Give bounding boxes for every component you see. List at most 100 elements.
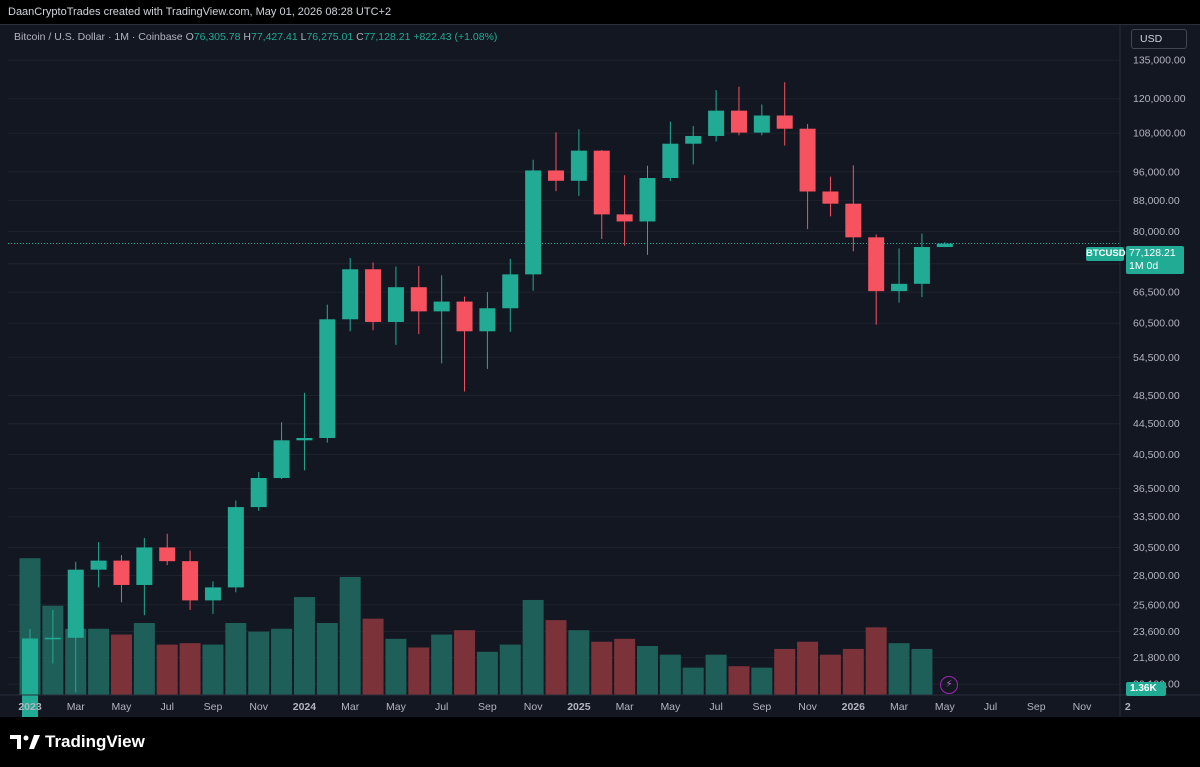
volume-bar (636, 646, 658, 695)
price-tick-label: 48,500.00 (1133, 390, 1180, 402)
volume-bar (408, 647, 430, 695)
chart-credit-banner: DaanCryptoTrades created with TradingVie… (8, 6, 392, 18)
volume-bar (568, 630, 590, 695)
volume-value-tag: 1.36K (1126, 682, 1166, 696)
currency-button[interactable]: USD (1131, 29, 1187, 49)
candle-body (593, 150, 610, 215)
price-tick-label: 25,600.00 (1133, 599, 1180, 611)
candle-body (502, 274, 519, 309)
volume-bar (614, 638, 636, 695)
candle-body (227, 507, 244, 588)
candle-body (639, 178, 656, 222)
candle-body (342, 269, 359, 320)
volume-bar (362, 618, 384, 695)
volume-bar (522, 599, 544, 695)
candle-body (570, 150, 587, 181)
axes: 135,000.00 120,000.00 108,000.00 96,000.00 8… (0, 25, 1200, 718)
volume-bar (819, 654, 841, 695)
price-tick-label: 54,500.00 (1133, 352, 1180, 364)
price-tick-label: 44,500.00 (1133, 418, 1180, 430)
volume-bar (865, 627, 887, 695)
candle-body (365, 269, 382, 322)
time-tick-label: Jul (435, 701, 448, 713)
close-value: 77,128.21 (363, 31, 411, 43)
price-tick-label: 96,000.00 (1133, 166, 1180, 178)
candle-body (662, 143, 679, 179)
time-tick-label: Sep (752, 701, 771, 713)
volume-bar (179, 643, 201, 695)
price-tick-label: 30,500.00 (1133, 542, 1180, 554)
price-tick-label: 36,500.00 (1133, 483, 1180, 495)
volume-bar (316, 623, 338, 695)
candle-body (845, 203, 862, 238)
candle-body (936, 243, 953, 248)
low-label: L (300, 31, 307, 43)
time-tick-label: Mar (616, 701, 635, 713)
price-tick-label: 108,000.00 (1133, 128, 1186, 140)
candle-body (273, 440, 290, 479)
candlestick-chart[interactable]: 135,000.00 120,000.00 108,000.00 96,000.00 8… (0, 25, 1200, 718)
change-value: +822.43 (+1.08%) (413, 31, 498, 43)
candle-body (136, 547, 153, 585)
volume-bar (499, 644, 521, 695)
candle-body (822, 191, 839, 204)
candle-body (479, 308, 496, 332)
time-tick-label: May (660, 701, 681, 713)
price-tick-label: 28,000.00 (1133, 570, 1180, 582)
candle-body (387, 287, 404, 322)
candle-body (159, 547, 176, 562)
high-label: H (243, 31, 251, 43)
time-tick-label: Jul (161, 701, 174, 713)
volume-bar (248, 631, 270, 695)
last-price-label: 77,128.21 1M 0d (1126, 246, 1184, 274)
time-tick-label: Sep (204, 701, 223, 713)
time-tick-label: May (112, 701, 133, 713)
volume-bar (156, 644, 178, 695)
candle-body (410, 287, 427, 312)
volume-bar (774, 648, 796, 695)
time-tick-label: Sep (478, 701, 497, 713)
open-label: O (185, 31, 194, 43)
volume-bar (842, 648, 864, 695)
time-tick-label: Jul (984, 701, 997, 713)
candle-body (708, 110, 725, 136)
lightning-icon[interactable]: ⚡ (940, 676, 958, 694)
volume-bar (888, 643, 910, 695)
time-tick-label: Nov (249, 701, 268, 713)
volume-bar (797, 641, 819, 695)
volume-bars (19, 558, 933, 695)
tradingview-icon (10, 735, 40, 749)
time-tick-label: 2026 (842, 701, 866, 713)
volume-bar (751, 667, 773, 695)
time-tick-label: Nov (524, 701, 543, 713)
chart-area[interactable]: 135,000.00 120,000.00 108,000.00 96,000.00 8… (0, 24, 1200, 718)
candle-body (250, 478, 267, 508)
candle-body (67, 569, 84, 638)
price-tick-label: 135,000.00 (1133, 55, 1186, 67)
candle-body (90, 560, 107, 570)
open-value: 76,305.78 (193, 31, 241, 43)
candle-body (685, 135, 702, 144)
candle-body (868, 237, 885, 292)
tradingview-wordmark: TradingView (45, 732, 145, 751)
bar-countdown: 1M 0d (1129, 260, 1159, 272)
candle-body (433, 301, 450, 312)
symbol-name[interactable]: Bitcoin / U.S. Dollar · 1M · Coinbase (14, 31, 183, 43)
time-tick-label: May (386, 701, 407, 713)
candle-body (799, 128, 816, 192)
volume-bar (454, 630, 476, 695)
high-value: 77,427.41 (250, 31, 298, 43)
candle-body (456, 301, 473, 332)
candle-body (891, 283, 908, 292)
time-tick-label: Mar (890, 701, 909, 713)
symbol-legend: Bitcoin / U.S. Dollar · 1M · Coinbase O7… (14, 31, 497, 43)
candle-body (616, 214, 633, 222)
candle-body (22, 638, 38, 718)
tradingview-logo[interactable]: TradingView (10, 732, 145, 752)
candle-body (913, 247, 930, 284)
time-tick-label: Sep (1027, 701, 1046, 713)
price-tick-label: 40,500.00 (1133, 449, 1180, 461)
close-label: C (356, 31, 364, 43)
volume-bar (385, 638, 407, 695)
price-tick-label: 66,500.00 (1133, 287, 1180, 299)
